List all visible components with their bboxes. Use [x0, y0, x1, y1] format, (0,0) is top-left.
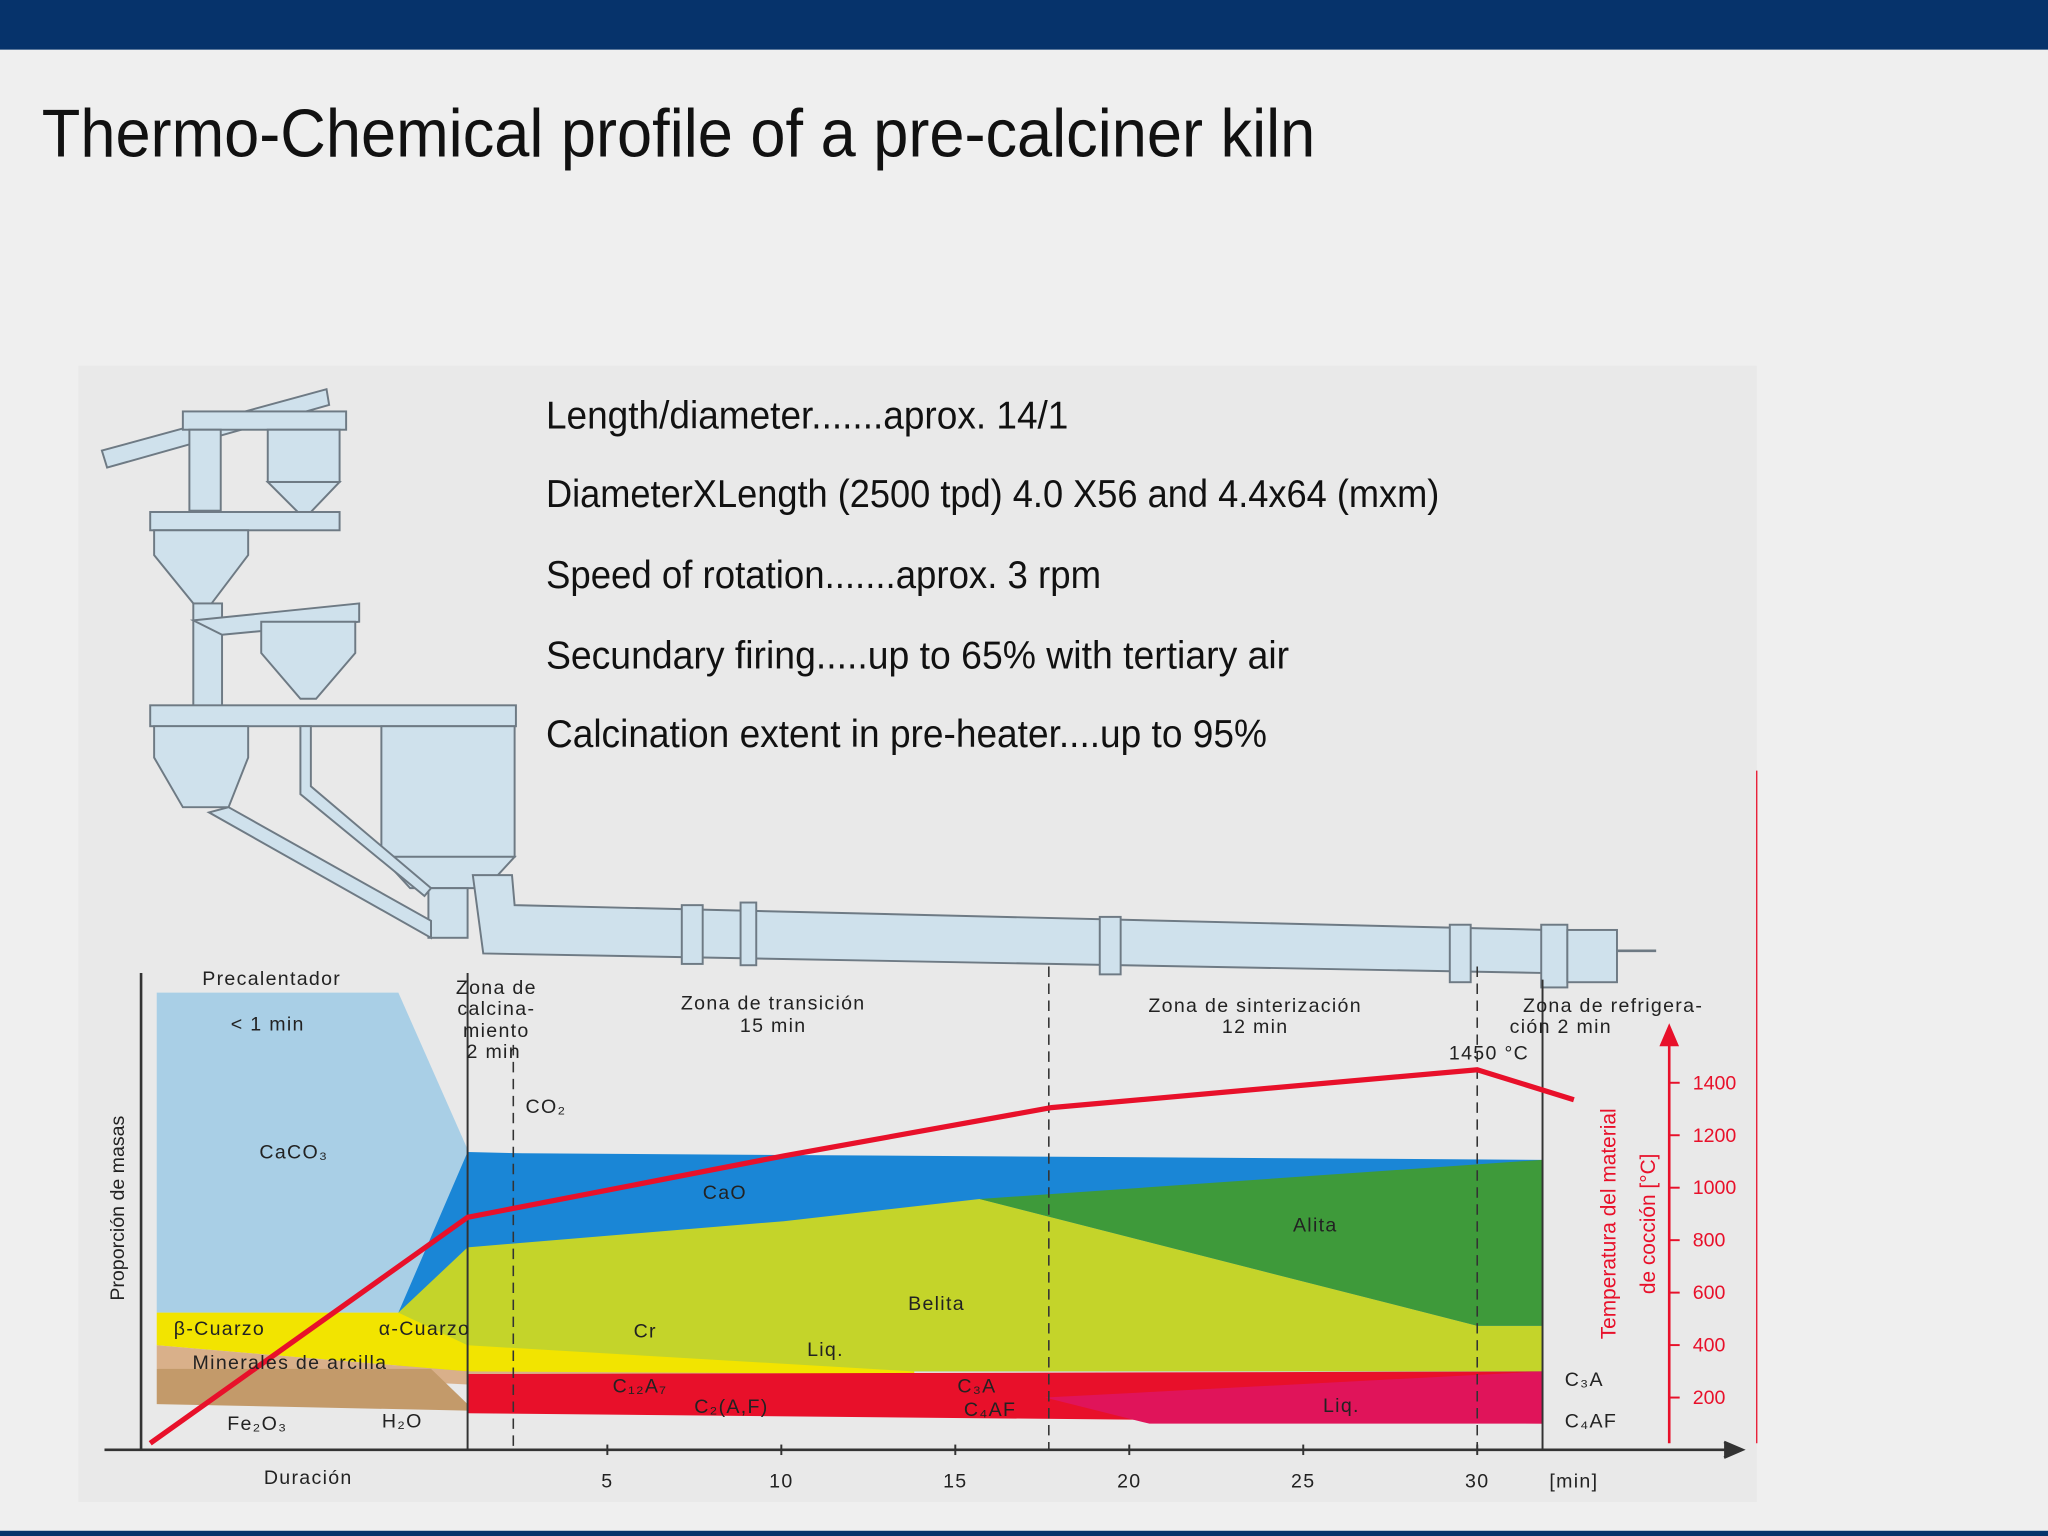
zone-label: 15 min [740, 1015, 807, 1037]
phase-label: CaCO₃ [259, 1142, 328, 1164]
title: Thermo-Chemical profile of a pre-calcine… [42, 97, 1315, 172]
x-axis-unit: [min] [1549, 1471, 1598, 1493]
zone-label: Precalentador [202, 968, 341, 990]
zone-label: Zona de sinterización [1148, 995, 1362, 1017]
zone-label: miento [463, 1020, 530, 1042]
phase-label: β-Cuarzo [174, 1318, 265, 1340]
phase-label: Alita [1293, 1215, 1338, 1237]
time-tick-label: 5 [601, 1471, 613, 1493]
spec: DiameterXLength (2500 tpd) 4.0 X56 and 4… [546, 473, 1439, 516]
phase-label: Fe₂O₃ [227, 1413, 287, 1435]
temperature-tick-label: 1000 [1693, 1177, 1737, 1199]
zone-label: ción 2 min [1510, 1016, 1612, 1038]
zone-label: 12 min [1222, 1016, 1289, 1038]
spec: Calcination extent in pre-heater....up t… [546, 713, 1267, 756]
temperature-axis-label: Temperatura del material [1598, 1108, 1621, 1339]
spec: Length/diameter.......aprox. 14/1 [546, 394, 1068, 437]
zone-label: calcina- [457, 998, 535, 1020]
axes [104, 770, 1758, 1459]
preheater-drawing [100, 387, 1657, 989]
phase-label: Cr [634, 1320, 657, 1342]
temperature-tick-label: 800 [1693, 1230, 1726, 1252]
zone-label: 2 min [467, 1041, 521, 1063]
temperature-axis-label: de cocción [°C] [1637, 1154, 1660, 1295]
phase-label: C₃A [1565, 1369, 1604, 1391]
bottom-bar [0, 1530, 2048, 1536]
zone-label: Zona de [456, 977, 537, 999]
spec: Secundary firing.....up to 65% with tert… [546, 635, 1289, 678]
temperature-tick-label: 600 [1693, 1282, 1726, 1304]
time-tick-label: 30 [1465, 1471, 1489, 1493]
time-tick-label: 15 [943, 1471, 967, 1493]
zone-label: Zona de refrigera- [1523, 995, 1703, 1017]
zone-label: Zona de transición [681, 993, 866, 1015]
phase-label: CaO [703, 1182, 747, 1204]
temperature-tick-label: 1400 [1693, 1072, 1737, 1094]
temperature-tick-label: 200 [1693, 1387, 1726, 1409]
phase-label: C₄AF [1565, 1411, 1617, 1433]
phase-regions [156, 992, 1543, 1424]
spec: Speed of rotation.......aprox. 3 rpm [546, 554, 1101, 597]
phase-label: α-Cuarzo [379, 1318, 470, 1340]
phase-label: C₂(A,F) [694, 1396, 768, 1418]
time-tick-label: 25 [1291, 1471, 1315, 1493]
peak-temperature: 1450 °C [1449, 1042, 1529, 1064]
top-bar [0, 0, 2048, 50]
phase-label: CO₂ [526, 1096, 567, 1118]
phase-label: C₁₂A₇ [613, 1375, 668, 1397]
phase-label: H₂O [382, 1411, 423, 1433]
phase-label: Liq. [1323, 1395, 1360, 1417]
phase-label: C₃A [957, 1375, 996, 1397]
phase-label: Belita [908, 1293, 965, 1315]
time-tick-label: 20 [1117, 1471, 1141, 1493]
temperature-curve [148, 1067, 1575, 1446]
phase-label: C₄AF [964, 1399, 1016, 1421]
temperature-tick-label: 400 [1693, 1335, 1726, 1357]
x-axis-label: Duración [264, 1467, 353, 1489]
temperature-tick-label: 1200 [1693, 1125, 1737, 1147]
y-axis-label: Proporción de masas [107, 1115, 129, 1300]
phase-label: Liq. [807, 1339, 844, 1361]
phase-label: Minerales de arcilla [193, 1352, 388, 1374]
time-tick-label: 10 [769, 1471, 793, 1493]
zone-label: < 1 min [231, 1014, 305, 1036]
